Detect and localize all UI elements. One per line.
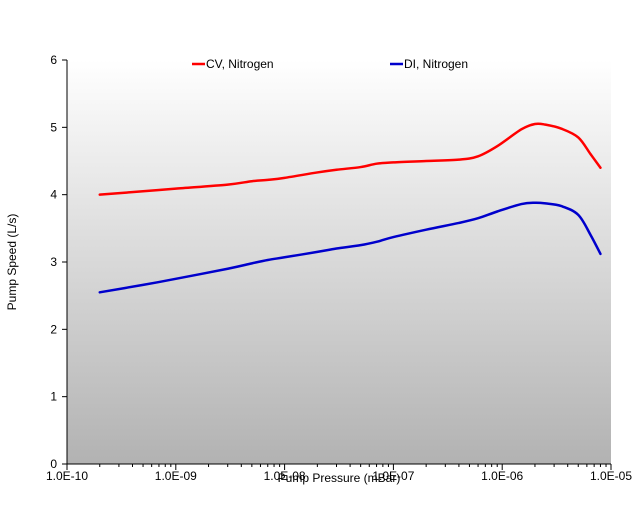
legend-label-1: CV, Nitrogen bbox=[206, 57, 274, 71]
y-tick-label: 5 bbox=[50, 120, 57, 134]
x-tick-label: 1.0E-07 bbox=[372, 469, 414, 483]
x-tick-label: 1.0E-08 bbox=[264, 469, 306, 483]
y-tick-label: 3 bbox=[50, 255, 57, 269]
axes-layer: 0 1 2 3 4 5 6 1.0E-10 1.0E-09 1.0E-08 1.0E-07 1.0E-… bbox=[46, 53, 632, 483]
x-axis-title: Pump Pressure (mBar) bbox=[278, 471, 401, 485]
series-line-1 bbox=[98, 122, 602, 196]
series-line-2 bbox=[98, 201, 602, 294]
legend-label-2: DI, Nitrogen bbox=[404, 57, 468, 71]
y-tick-label: 4 bbox=[50, 188, 57, 202]
plot-area-background bbox=[67, 60, 611, 464]
y-tick-label: 0 bbox=[50, 457, 57, 471]
y-tick-label: 1 bbox=[50, 390, 57, 404]
x-tick-label: 1.0E-05 bbox=[590, 469, 632, 483]
x-tick-label: 1.0E-06 bbox=[481, 469, 523, 483]
series-layer bbox=[98, 122, 602, 294]
legend: CV, Nitrogen DI, Nitrogen bbox=[192, 57, 468, 71]
y-axis-title: Pump Speed (L/s) bbox=[5, 214, 19, 311]
y-tick-label: 2 bbox=[50, 322, 57, 336]
y-tick-label: 6 bbox=[50, 53, 57, 67]
x-tick-label: 1.0E-10 bbox=[46, 469, 88, 483]
x-tick-label: 1.0E-09 bbox=[155, 469, 197, 483]
